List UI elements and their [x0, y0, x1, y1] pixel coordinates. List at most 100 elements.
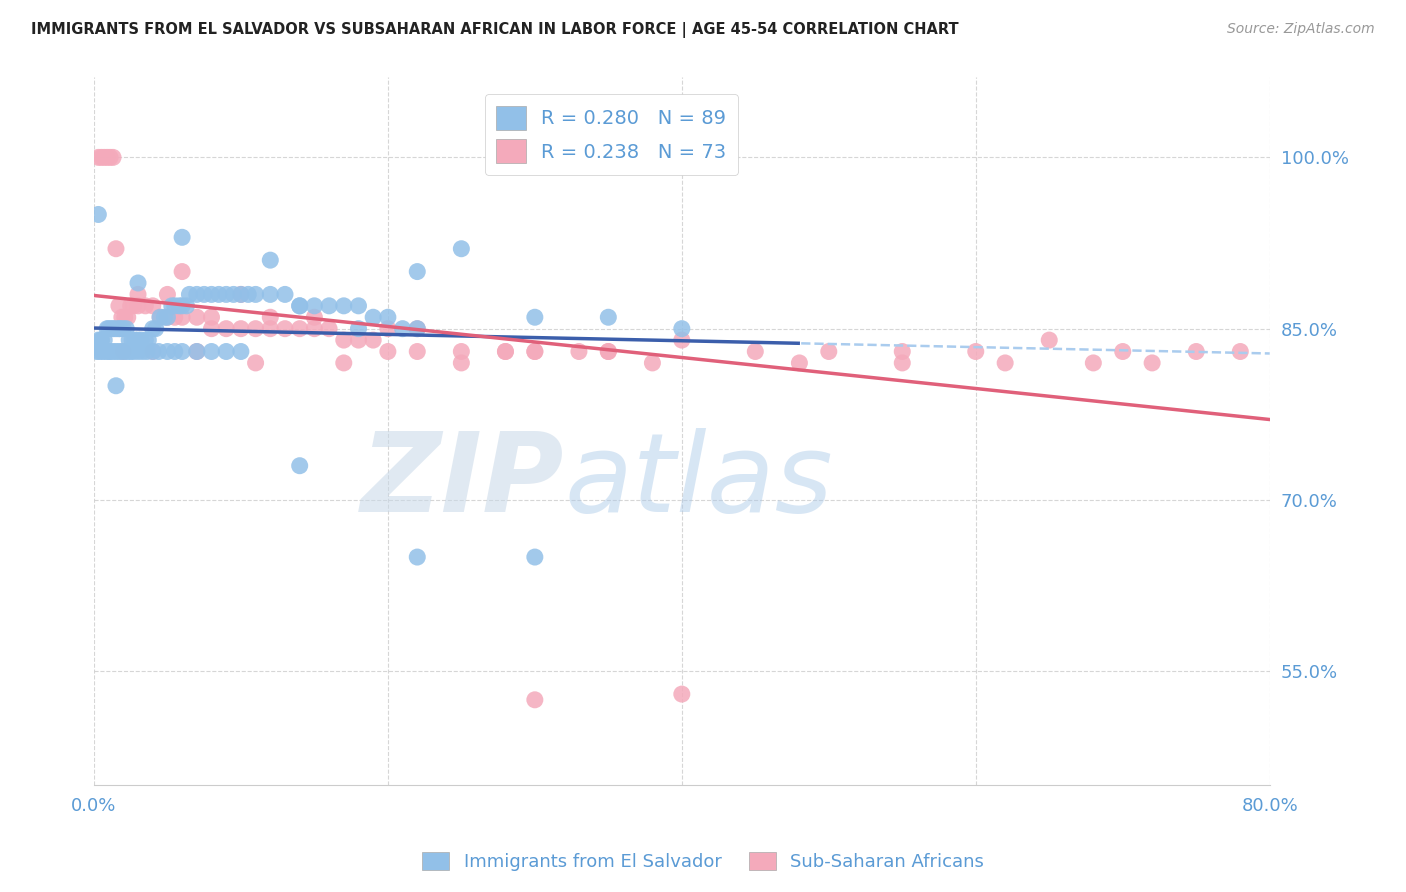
Point: [215, 287, 238, 301]
Point: [134, 333, 156, 347]
Point: [112, 321, 135, 335]
Point: [891, 344, 914, 359]
Point: [193, 287, 215, 301]
Point: [523, 344, 546, 359]
Point: [817, 344, 839, 359]
Point: [179, 287, 201, 301]
Point: [450, 344, 472, 359]
Point: [347, 299, 370, 313]
Point: [1112, 344, 1135, 359]
Point: [101, 150, 124, 164]
Point: [208, 287, 231, 301]
Point: [91, 344, 114, 359]
Point: [163, 299, 186, 313]
Point: [288, 458, 311, 473]
Point: [304, 310, 326, 325]
Point: [333, 356, 356, 370]
Point: [93, 333, 115, 347]
Point: [112, 344, 135, 359]
Point: [568, 344, 591, 359]
Point: [127, 344, 149, 359]
Point: [93, 150, 115, 164]
Point: [156, 287, 179, 301]
Point: [1185, 344, 1208, 359]
Point: [167, 299, 190, 313]
Point: [145, 321, 167, 335]
Point: [172, 299, 194, 313]
Point: [391, 321, 413, 335]
Point: [598, 344, 620, 359]
Point: [1140, 356, 1163, 370]
Point: [101, 321, 124, 335]
Point: [1229, 344, 1251, 359]
Point: [377, 321, 399, 335]
Point: [127, 299, 149, 313]
Point: [186, 310, 208, 325]
Point: [100, 321, 122, 335]
Point: [148, 344, 170, 359]
Point: [101, 344, 124, 359]
Point: [90, 333, 112, 347]
Point: [406, 264, 429, 278]
Point: [129, 333, 152, 347]
Point: [86, 344, 108, 359]
Point: [259, 310, 281, 325]
Point: [120, 344, 142, 359]
Point: [108, 299, 131, 313]
Point: [108, 344, 131, 359]
Point: [127, 333, 149, 347]
Point: [333, 299, 356, 313]
Point: [259, 287, 281, 301]
Point: [87, 333, 110, 347]
Point: [789, 356, 811, 370]
Point: [87, 150, 110, 164]
Point: [377, 344, 399, 359]
Point: [671, 321, 693, 335]
Point: [142, 344, 165, 359]
Point: [142, 321, 165, 335]
Point: [245, 321, 267, 335]
Point: [156, 344, 179, 359]
Point: [523, 310, 546, 325]
Point: [115, 321, 138, 335]
Point: [259, 321, 281, 335]
Legend: Immigrants from El Salvador, Sub-Saharan Africans: Immigrants from El Salvador, Sub-Saharan…: [415, 845, 991, 879]
Text: atlas: atlas: [564, 427, 832, 534]
Text: IMMIGRANTS FROM EL SALVADOR VS SUBSAHARAN AFRICAN IN LABOR FORCE | AGE 45-54 COR: IMMIGRANTS FROM EL SALVADOR VS SUBSAHARA…: [31, 22, 959, 38]
Point: [288, 299, 311, 313]
Point: [111, 344, 134, 359]
Point: [406, 321, 429, 335]
Point: [671, 687, 693, 701]
Point: [377, 310, 399, 325]
Point: [186, 344, 208, 359]
Point: [172, 264, 194, 278]
Point: [163, 344, 186, 359]
Point: [333, 333, 356, 347]
Point: [361, 310, 384, 325]
Point: [523, 550, 546, 565]
Point: [172, 344, 194, 359]
Point: [229, 321, 252, 335]
Point: [104, 344, 127, 359]
Point: [641, 356, 664, 370]
Point: [153, 310, 176, 325]
Point: [163, 310, 186, 325]
Text: ZIP: ZIP: [361, 427, 564, 534]
Point: [450, 356, 472, 370]
Point: [494, 344, 516, 359]
Point: [238, 287, 260, 301]
Point: [965, 344, 987, 359]
Point: [104, 321, 127, 335]
Point: [494, 344, 516, 359]
Point: [176, 299, 198, 313]
Point: [304, 321, 326, 335]
Point: [110, 321, 132, 335]
Point: [96, 150, 118, 164]
Point: [186, 287, 208, 301]
Point: [98, 344, 121, 359]
Point: [406, 321, 429, 335]
Point: [120, 299, 142, 313]
Point: [142, 299, 165, 313]
Point: [186, 344, 208, 359]
Point: [114, 310, 136, 325]
